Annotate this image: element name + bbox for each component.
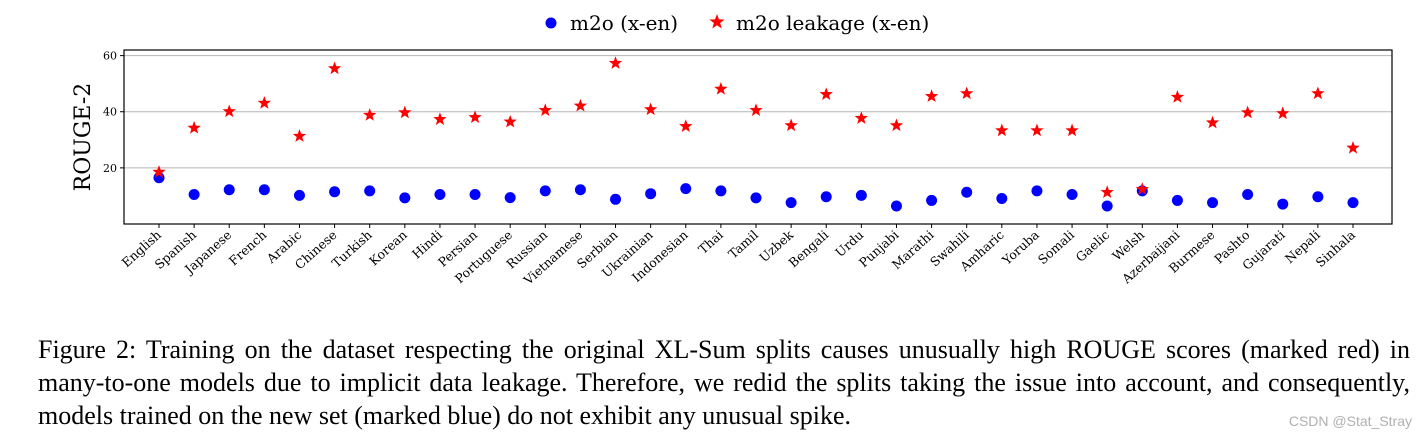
data-point <box>1171 194 1183 206</box>
data-point <box>1031 185 1043 197</box>
data-point <box>363 108 377 121</box>
data-point <box>1170 90 1185 103</box>
x-tick-label: Tamil <box>725 227 761 261</box>
data-point <box>329 186 341 198</box>
data-point <box>1346 140 1360 154</box>
data-point <box>643 102 658 116</box>
data-point <box>503 114 517 128</box>
data-point <box>468 110 482 124</box>
data-point <box>610 193 622 205</box>
data-point <box>1311 86 1325 100</box>
data-point <box>995 123 1009 137</box>
data-point <box>750 192 762 204</box>
x-tick-label: Sinhala <box>1313 227 1359 270</box>
data-point <box>926 194 938 206</box>
data-point <box>679 119 693 132</box>
data-point <box>539 185 551 197</box>
data-point <box>433 112 447 125</box>
y-axis: 20 40 60 ROUGE-2 <box>71 50 124 192</box>
data-point <box>1065 123 1079 137</box>
data-point <box>222 104 236 118</box>
legend-label-m2o: m2o (x-en) <box>570 11 678 35</box>
x-tick-label: Korean <box>366 227 410 269</box>
x-tick-label: Gaelic <box>1073 227 1113 265</box>
data-point <box>152 165 166 178</box>
figure-caption: Figure 2: Training on the dataset respec… <box>38 335 1410 430</box>
data-point <box>293 189 305 201</box>
data-point <box>1066 189 1078 201</box>
data-point <box>187 121 201 134</box>
data-point <box>1312 191 1324 203</box>
data-point <box>223 184 235 196</box>
legend-label-leakage: m2o leakage (x-en) <box>736 11 929 35</box>
data-point <box>785 197 797 209</box>
y-tick-label: 40 <box>103 106 117 119</box>
x-axis: EnglishSpanishJapaneseFrenchArabicChines… <box>119 224 1359 288</box>
data-point <box>645 188 657 200</box>
data-point <box>188 189 200 201</box>
data-point <box>680 183 692 195</box>
data-point <box>820 191 832 203</box>
data-point <box>961 186 973 198</box>
data-point <box>1135 182 1149 195</box>
data-point <box>327 61 342 75</box>
y-tick-label: 60 <box>103 50 117 63</box>
x-tick-label: Somali <box>1035 227 1077 267</box>
data-point <box>504 192 516 204</box>
data-point <box>749 103 763 116</box>
x-tick-label: Yoruba <box>998 227 1042 269</box>
data-marks <box>152 56 1360 212</box>
rouge-scatter-chart: m2o (x-en) m2o leakage (x-en) 20 40 60 ROUGE… <box>71 11 1393 288</box>
data-point <box>399 192 411 204</box>
data-point <box>1277 198 1289 210</box>
data-point <box>292 129 307 142</box>
data-point <box>854 111 869 124</box>
data-point <box>364 185 376 197</box>
data-point <box>573 98 588 112</box>
data-point <box>257 96 272 109</box>
data-point <box>1101 200 1113 212</box>
series-m2o <box>153 172 1359 212</box>
data-point <box>890 200 902 212</box>
data-point <box>258 184 270 196</box>
legend: m2o (x-en) m2o leakage (x-en) <box>545 11 929 35</box>
watermark: CSDN @Stat_Stray <box>1288 413 1412 429</box>
x-tick-label: French <box>226 227 270 268</box>
data-point <box>1205 115 1220 129</box>
data-point <box>1030 123 1044 137</box>
data-point <box>1100 185 1114 198</box>
data-point <box>574 184 586 196</box>
data-point <box>608 56 623 69</box>
x-tick-label: Bengali <box>785 227 831 270</box>
data-point <box>996 192 1008 204</box>
x-tick-label: Turkish <box>329 227 375 271</box>
data-point <box>715 185 727 197</box>
data-point <box>469 189 481 201</box>
data-point <box>1276 106 1290 120</box>
legend-marker-leakage <box>709 14 725 29</box>
data-point <box>398 105 412 119</box>
y-tick-label: 20 <box>103 162 117 175</box>
legend-marker-m2o <box>545 17 557 29</box>
data-point <box>1347 197 1359 209</box>
data-point <box>889 118 904 132</box>
data-point <box>784 118 798 132</box>
data-point <box>960 86 974 100</box>
y-axis-label: ROUGE-2 <box>71 83 96 192</box>
data-point <box>819 87 833 101</box>
data-point <box>1242 189 1254 201</box>
data-point <box>434 189 446 201</box>
data-point <box>1240 105 1255 119</box>
data-point <box>924 89 939 102</box>
data-point <box>855 189 867 201</box>
data-point <box>538 103 552 116</box>
data-point <box>714 82 728 95</box>
series-leakage <box>152 56 1360 198</box>
x-tick-label: Thai <box>695 227 726 257</box>
plot-frame <box>123 49 1393 225</box>
data-point <box>1207 197 1219 209</box>
